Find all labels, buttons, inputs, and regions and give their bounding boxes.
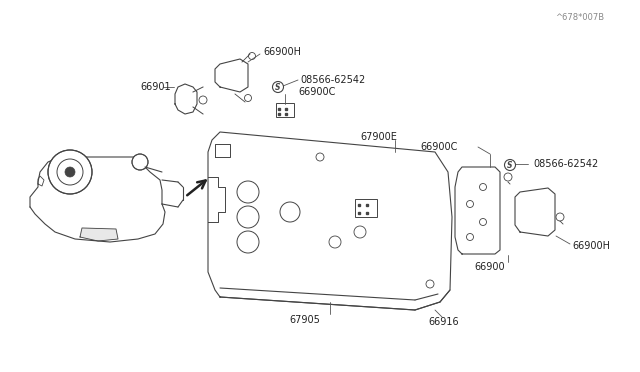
Text: 66900: 66900	[475, 262, 506, 272]
Text: 67905: 67905	[289, 315, 321, 325]
Polygon shape	[80, 228, 118, 241]
Text: S: S	[508, 160, 513, 170]
Text: 66900C: 66900C	[298, 87, 335, 97]
Text: 66900H: 66900H	[572, 241, 610, 251]
Circle shape	[48, 150, 92, 194]
Text: 66916: 66916	[428, 317, 459, 327]
Circle shape	[273, 81, 284, 93]
Text: 08566-62542: 08566-62542	[300, 75, 365, 85]
Bar	[276, 103, 294, 117]
Text: 08566-62542: 08566-62542	[533, 159, 598, 169]
Text: 66901: 66901	[140, 82, 171, 92]
Circle shape	[504, 160, 515, 170]
Text: 67900E: 67900E	[360, 132, 397, 142]
Circle shape	[65, 167, 75, 177]
Bar	[355, 199, 377, 217]
Text: S: S	[275, 83, 281, 92]
Text: 66900H: 66900H	[263, 47, 301, 57]
Text: ^678*007B: ^678*007B	[555, 13, 604, 22]
Text: 66900C: 66900C	[420, 142, 458, 152]
Circle shape	[132, 154, 148, 170]
